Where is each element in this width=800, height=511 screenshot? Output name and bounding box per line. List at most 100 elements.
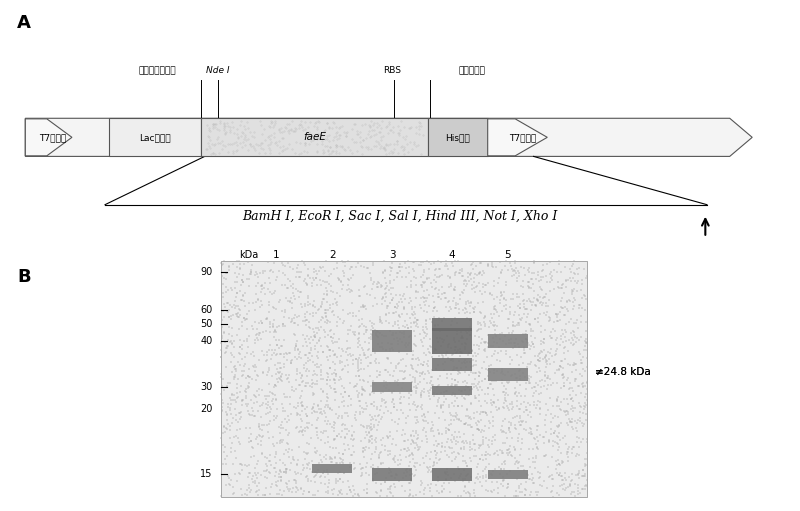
Point [233, 313, 246, 321]
Point [318, 267, 331, 275]
Point [333, 124, 346, 132]
Point [370, 445, 382, 453]
Point [420, 435, 433, 443]
Point [274, 296, 286, 304]
Point [404, 276, 417, 285]
Point [249, 392, 262, 401]
Point [386, 331, 399, 339]
Point [343, 350, 356, 358]
Point [377, 345, 390, 353]
Point [298, 147, 310, 155]
Point [421, 330, 434, 338]
Point [484, 342, 497, 350]
Point [488, 431, 501, 439]
Point [310, 123, 323, 131]
Point [558, 350, 570, 358]
Point [228, 337, 241, 345]
Point [249, 412, 262, 420]
Point [439, 469, 452, 477]
Point [245, 350, 258, 358]
Point [472, 386, 485, 394]
Point [406, 492, 419, 500]
Point [249, 306, 262, 314]
Point [498, 370, 511, 379]
Point [348, 465, 361, 473]
Point [442, 354, 454, 362]
Point [270, 141, 283, 149]
Point [410, 316, 423, 324]
Point [436, 487, 449, 495]
Point [229, 278, 242, 286]
Point [452, 345, 465, 354]
Point [298, 424, 311, 432]
Point [338, 361, 351, 369]
Point [354, 133, 366, 141]
Point [479, 409, 492, 417]
Point [536, 349, 549, 357]
Point [410, 384, 423, 392]
Point [349, 120, 362, 128]
Point [522, 283, 534, 291]
Point [357, 448, 370, 456]
Point [459, 282, 472, 290]
Point [522, 445, 535, 453]
Point [554, 405, 567, 413]
Point [575, 472, 588, 480]
Point [510, 321, 523, 329]
Point [406, 355, 418, 363]
Point [438, 262, 451, 270]
Point [290, 478, 302, 486]
Point [404, 406, 417, 414]
Point [381, 302, 394, 310]
Point [542, 435, 555, 444]
Point [413, 122, 426, 130]
Point [236, 467, 249, 475]
Point [470, 419, 482, 427]
Point [263, 323, 276, 331]
Point [224, 128, 237, 136]
Point [303, 349, 316, 357]
Point [527, 398, 540, 406]
Point [575, 294, 588, 302]
Point [498, 262, 511, 270]
Point [230, 278, 243, 287]
Point [216, 407, 229, 415]
Point [458, 286, 470, 294]
Point [252, 295, 265, 304]
Point [498, 492, 511, 500]
Point [399, 132, 412, 140]
Point [387, 309, 400, 317]
Point [405, 440, 418, 448]
Point [464, 412, 477, 421]
Point [313, 326, 326, 334]
Point [468, 380, 481, 388]
Point [435, 351, 448, 359]
Point [362, 146, 374, 154]
Point [299, 313, 312, 321]
Point [235, 396, 248, 404]
Point [568, 268, 581, 276]
Point [402, 333, 415, 341]
Point [442, 298, 454, 307]
Point [337, 281, 350, 289]
Point [294, 423, 307, 431]
Point [354, 352, 366, 360]
Point [257, 368, 270, 376]
Text: B: B [18, 268, 31, 286]
Point [387, 454, 400, 462]
Point [378, 366, 391, 374]
Point [333, 131, 346, 140]
Point [346, 431, 358, 439]
Point [426, 417, 438, 426]
Point [498, 460, 511, 468]
Point [309, 407, 322, 415]
Point [454, 368, 466, 377]
Point [513, 457, 526, 466]
Point [285, 410, 298, 418]
Point [311, 360, 324, 368]
Point [299, 261, 312, 269]
Point [385, 290, 398, 298]
Point [277, 319, 290, 328]
Point [353, 316, 366, 324]
Point [524, 379, 537, 387]
